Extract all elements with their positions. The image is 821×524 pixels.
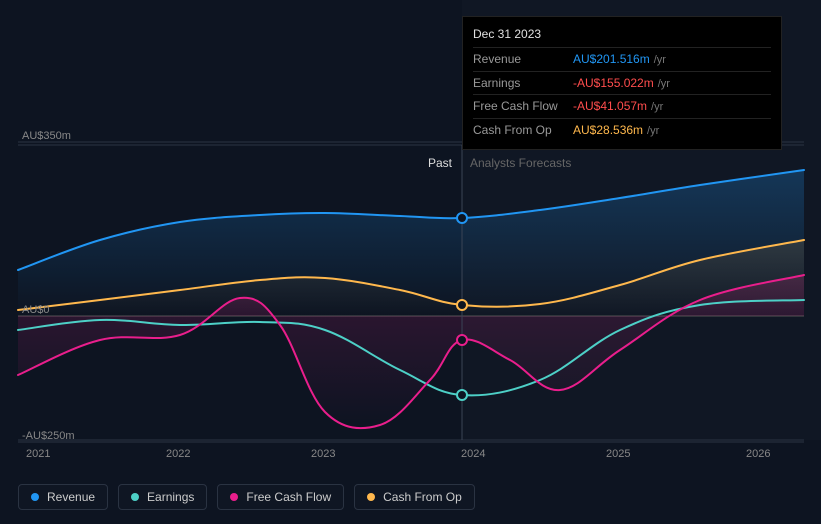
tooltip-row-unit: /yr [647,123,659,140]
tooltip-row-value: AU$201.516m [573,50,650,68]
legend-item-label: Revenue [47,490,95,504]
tooltip-row-unit: /yr [651,99,663,116]
y-axis-tick: AU$0 [22,304,50,316]
tooltip-row: Free Cash Flow-AU$41.057m/yr [473,94,771,118]
y-axis-tick: -AU$250m [22,430,75,442]
x-axis-tick: 2025 [606,448,630,460]
legend-item-label: Earnings [147,490,194,504]
legend-item-earnings[interactable]: Earnings [118,484,207,510]
legend-item-label: Cash From Op [383,490,462,504]
chart-container: AU$350m AU$0 -AU$250m 2021 2022 2023 2024 2025… [0,0,821,524]
tooltip-row-label: Earnings [473,74,573,92]
tooltip-row-label: Revenue [473,50,573,68]
legend-dot-icon [31,493,39,501]
tooltip-row-value: -AU$155.022m [573,74,654,92]
x-axis-tick: 2026 [746,448,770,460]
tooltip-row: RevenueAU$201.516m/yr [473,47,771,71]
hover-tooltip: Dec 31 2023 RevenueAU$201.516m/yrEarning… [462,16,782,150]
tooltip-row-unit: /yr [658,76,670,93]
tooltip-row: Earnings-AU$155.022m/yr [473,71,771,95]
section-label-past: Past [428,156,452,170]
tooltip-row-label: Free Cash Flow [473,97,573,115]
tooltip-date: Dec 31 2023 [473,25,771,43]
tooltip-row-value: -AU$41.057m [573,97,647,115]
legend-item-label: Free Cash Flow [246,490,331,504]
legend-dot-icon [230,493,238,501]
tooltip-row-label: Cash From Op [473,121,573,139]
x-axis-tick: 2021 [26,448,50,460]
x-axis-tick: 2022 [166,448,190,460]
chart-legend: Revenue Earnings Free Cash Flow Cash From O… [18,484,475,510]
legend-dot-icon [131,493,139,501]
section-label-forecast: Analysts Forecasts [470,156,571,170]
legend-item-cfo[interactable]: Cash From Op [354,484,475,510]
legend-item-revenue[interactable]: Revenue [18,484,108,510]
legend-dot-icon [367,493,375,501]
tooltip-row-unit: /yr [654,52,666,69]
tooltip-row: Cash From OpAU$28.536m/yr [473,118,771,142]
tooltip-row-value: AU$28.536m [573,121,643,139]
legend-item-fcf[interactable]: Free Cash Flow [217,484,344,510]
x-axis-tick: 2024 [461,448,485,460]
y-axis-tick: AU$350m [22,130,71,142]
x-axis-tick: 2023 [311,448,335,460]
